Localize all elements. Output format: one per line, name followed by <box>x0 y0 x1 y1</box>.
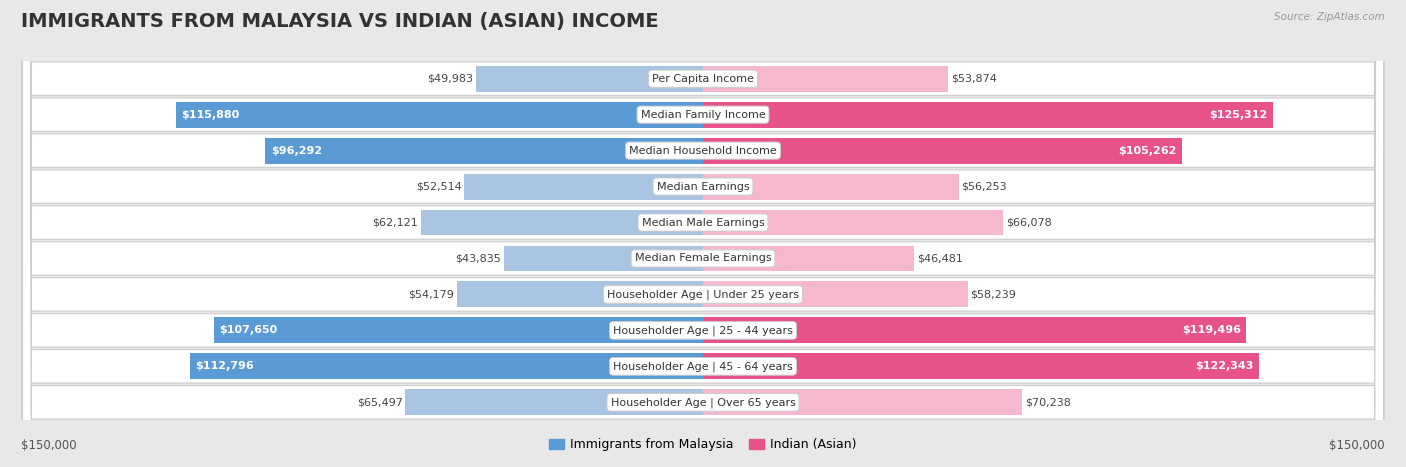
FancyBboxPatch shape <box>22 0 1384 467</box>
Bar <box>475 66 703 92</box>
Text: Median Earnings: Median Earnings <box>657 182 749 191</box>
FancyBboxPatch shape <box>22 0 1384 467</box>
FancyBboxPatch shape <box>22 0 1384 467</box>
Text: $150,000: $150,000 <box>1329 439 1385 453</box>
Legend: Immigrants from Malaysia, Indian (Asian): Immigrants from Malaysia, Indian (Asian) <box>544 433 862 456</box>
Bar <box>420 210 703 235</box>
Text: $96,292: $96,292 <box>271 146 322 156</box>
Text: $125,312: $125,312 <box>1209 110 1267 120</box>
Bar <box>703 282 967 307</box>
Text: Median Male Earnings: Median Male Earnings <box>641 218 765 227</box>
Bar <box>703 246 914 271</box>
Text: Householder Age | Over 65 years: Householder Age | Over 65 years <box>610 397 796 408</box>
Text: Householder Age | 45 - 64 years: Householder Age | 45 - 64 years <box>613 361 793 372</box>
Text: $119,496: $119,496 <box>1182 325 1240 335</box>
Text: $62,121: $62,121 <box>373 218 418 227</box>
Bar <box>503 246 703 271</box>
Text: $66,078: $66,078 <box>1007 218 1052 227</box>
Text: Householder Age | 25 - 44 years: Householder Age | 25 - 44 years <box>613 325 793 336</box>
Bar <box>176 102 703 127</box>
FancyBboxPatch shape <box>22 0 1384 467</box>
Text: $43,835: $43,835 <box>456 254 501 263</box>
Text: $58,239: $58,239 <box>970 290 1017 299</box>
FancyBboxPatch shape <box>22 0 1384 467</box>
FancyBboxPatch shape <box>22 0 1384 467</box>
Bar <box>190 354 703 379</box>
Text: Median Family Income: Median Family Income <box>641 110 765 120</box>
Bar <box>703 210 1004 235</box>
Bar <box>266 138 703 163</box>
Text: $107,650: $107,650 <box>219 325 277 335</box>
Text: $112,796: $112,796 <box>195 361 254 371</box>
Text: $53,874: $53,874 <box>950 74 997 84</box>
Bar <box>703 138 1181 163</box>
Text: $65,497: $65,497 <box>357 397 402 407</box>
Text: Median Household Income: Median Household Income <box>628 146 778 156</box>
Bar <box>703 389 1022 415</box>
Bar <box>703 66 948 92</box>
Text: IMMIGRANTS FROM MALAYSIA VS INDIAN (ASIAN) INCOME: IMMIGRANTS FROM MALAYSIA VS INDIAN (ASIA… <box>21 12 659 31</box>
Bar <box>703 174 959 199</box>
FancyBboxPatch shape <box>22 0 1384 467</box>
Bar <box>214 318 703 343</box>
Bar <box>703 354 1260 379</box>
FancyBboxPatch shape <box>22 0 1384 467</box>
Text: Median Female Earnings: Median Female Earnings <box>634 254 772 263</box>
Bar <box>703 318 1246 343</box>
Bar <box>464 174 703 199</box>
Text: $52,514: $52,514 <box>416 182 461 191</box>
Text: $70,238: $70,238 <box>1025 397 1071 407</box>
Text: $46,481: $46,481 <box>917 254 963 263</box>
Text: Source: ZipAtlas.com: Source: ZipAtlas.com <box>1274 12 1385 21</box>
Text: Per Capita Income: Per Capita Income <box>652 74 754 84</box>
Text: $56,253: $56,253 <box>962 182 1007 191</box>
FancyBboxPatch shape <box>22 0 1384 467</box>
Text: $115,880: $115,880 <box>181 110 240 120</box>
FancyBboxPatch shape <box>22 0 1384 467</box>
Text: $105,262: $105,262 <box>1118 146 1175 156</box>
Text: $122,343: $122,343 <box>1195 361 1254 371</box>
Text: $54,179: $54,179 <box>408 290 454 299</box>
Text: $49,983: $49,983 <box>427 74 472 84</box>
Bar <box>703 102 1272 127</box>
Bar <box>405 389 703 415</box>
Text: Householder Age | Under 25 years: Householder Age | Under 25 years <box>607 289 799 300</box>
Text: $150,000: $150,000 <box>21 439 77 453</box>
Bar <box>457 282 703 307</box>
